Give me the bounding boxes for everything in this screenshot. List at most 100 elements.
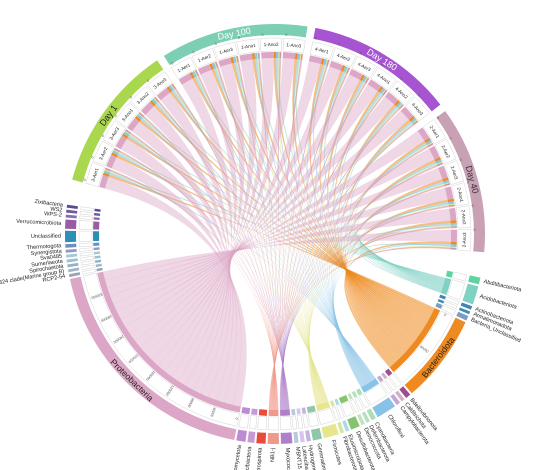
sample-composition-slice xyxy=(450,244,457,247)
sample-composition-slice xyxy=(254,53,257,60)
phylum-inner-arc-gemmatimonadota xyxy=(306,405,316,414)
sample-tick-track-2-aer3 xyxy=(444,160,464,185)
sample-composition-slice xyxy=(297,53,300,60)
phylum-label-abditibacteriota: Abditibacteriota xyxy=(483,279,523,294)
sample-composition-slice xyxy=(345,67,349,74)
sample-composition-slice xyxy=(215,61,218,68)
phylum-inner-arc-bacteroidota xyxy=(389,307,441,373)
phylum-label-verrucomicrobiota: Verrucomicrobiota xyxy=(16,219,62,227)
sample-label-2-ano2: 2-Ano2 xyxy=(461,210,467,226)
phylum-tick-label: 160000 xyxy=(145,370,156,382)
sample-tick-zero: 0 xyxy=(91,155,93,159)
phylum-tick-track-armatimonadota xyxy=(443,301,458,310)
sample-label-1-ano2: 1-Ano2 xyxy=(264,42,279,47)
sample-composition-slice xyxy=(169,84,175,91)
sample-composition-slice xyxy=(300,53,303,60)
sample-label-3-aer1: 3-Aer1 xyxy=(90,167,99,182)
sample-tick-zero: 0 xyxy=(130,95,132,99)
sample-composition-slice xyxy=(214,62,218,69)
sample-composition-slice xyxy=(364,77,369,83)
phylum-outer-arc-nitrospirota xyxy=(256,432,267,444)
sample-tick-track-2-ano3 xyxy=(457,229,472,252)
phylum-inner-arc-thermotogota xyxy=(93,242,100,246)
phylum-tick-label: 280000 xyxy=(100,314,113,323)
sample-composition-slice xyxy=(417,127,430,142)
phylum-tick-track-bacteroidota xyxy=(393,310,454,383)
sample-composition-slice xyxy=(178,73,193,85)
phylum-tick-track-bacteria-unclassified xyxy=(441,305,456,315)
flow-ribbon xyxy=(157,57,274,372)
sample-composition-slice xyxy=(450,226,457,228)
phylum-inner-arc-abditibacteriota xyxy=(445,270,454,278)
sample-composition-slice xyxy=(436,160,443,165)
sample-composition-slice xyxy=(156,87,171,101)
phylum-tick-track-planctomycetota xyxy=(238,413,250,429)
sample-tick-zero: 0 xyxy=(381,63,383,67)
sample-composition-slice xyxy=(230,56,235,64)
phylum-inner-arc-patescibacteria xyxy=(251,408,258,416)
sample-composition-slice xyxy=(218,57,232,67)
sample-composition-slice xyxy=(239,53,253,62)
sample-composition-slice xyxy=(443,181,450,184)
phylum-inner-arc-sumerlaeota xyxy=(94,255,101,259)
sample-tick-zero: 0 xyxy=(400,77,402,81)
sample-tick-zero: 0 xyxy=(147,79,149,83)
sample-tick-track-1-aer2 xyxy=(191,48,217,69)
flow-ribbon xyxy=(120,138,237,403)
sample-tick-track-1-aer1 xyxy=(171,56,197,79)
sample-tick-track-3-ano3 xyxy=(147,71,173,96)
phylum-tick-track-nitrospirota xyxy=(257,416,267,431)
phylum-tick-track-actinobacteriota xyxy=(445,296,460,305)
sample-composition-slice xyxy=(450,224,457,226)
phylum-tick-track-campylobacterota xyxy=(380,380,393,395)
sample-composition-slice xyxy=(450,227,457,229)
phylum-outer-arc-chloroflexi xyxy=(372,397,396,418)
phylum-tick-track-nb1-j xyxy=(267,416,279,431)
sample-composition-slice xyxy=(106,154,117,169)
phylum-inner-arc-ws2 xyxy=(93,212,101,217)
phylum-inner-arc-myxococcota xyxy=(280,409,291,416)
phylum-outer-arc-bdellovibrionota xyxy=(399,386,411,399)
phylum-inner-arc-spirochaetota xyxy=(94,259,102,263)
sample-composition-slice xyxy=(359,74,365,81)
sample-composition-slice xyxy=(255,52,258,59)
phylum-outer-arc-acidobacteriota xyxy=(462,283,479,305)
phylum-tick-track-deferribacterota xyxy=(354,396,364,411)
phylum-outer-arc-wps-2 xyxy=(65,214,77,219)
phylum-label-acidobacteriota: Acidobacteriota xyxy=(479,294,518,311)
phylum-label-synergistota: Synergistota xyxy=(30,249,62,258)
phylum-outer-arc-rcp2-54 xyxy=(68,272,81,278)
sample-tick-track-2-ano1 xyxy=(451,182,469,207)
sample-composition-slice xyxy=(443,179,450,183)
sample-composition-slice xyxy=(104,168,111,172)
sample-composition-slice xyxy=(261,52,274,59)
sample-tick-track-3-aer1 xyxy=(85,162,105,187)
phylum-label-ws2: WS2 xyxy=(50,206,63,213)
phylum-inner-arc-actinobacteriota xyxy=(439,294,446,300)
sample-composition-slice xyxy=(349,68,363,80)
flow-ribbon xyxy=(131,121,234,401)
sample-composition-slice xyxy=(447,198,454,203)
sample-composition-slice xyxy=(399,104,404,110)
sample-tick-track-3-aer3 xyxy=(102,120,126,147)
phylum-tick-track-hydrogenedentes xyxy=(302,414,309,428)
sample-composition-slice xyxy=(273,52,277,59)
sample-composition-slice xyxy=(112,151,119,156)
sample-composition-slice xyxy=(442,177,449,182)
sample-composition-slice xyxy=(450,248,457,250)
sample-composition-slice xyxy=(428,145,440,160)
sample-label-1-aer1: 1-Aer1 xyxy=(177,62,192,73)
sample-composition-slice xyxy=(124,131,130,136)
phylum-tick-track-thermotogota xyxy=(79,242,93,248)
sample-composition-slice xyxy=(365,77,369,84)
phylum-label-nb1-j: NB1-j xyxy=(270,448,276,462)
sample-composition-slice xyxy=(448,205,455,208)
sample-tick-track-2-aer2 xyxy=(434,138,457,165)
sample-composition-slice xyxy=(149,100,156,107)
sample-tick-track-3-ano2 xyxy=(130,85,156,111)
sample-composition-slice xyxy=(413,121,419,126)
sample-composition-slice xyxy=(104,170,111,174)
sample-composition-slice xyxy=(123,132,130,137)
sample-composition-slice xyxy=(436,161,443,166)
